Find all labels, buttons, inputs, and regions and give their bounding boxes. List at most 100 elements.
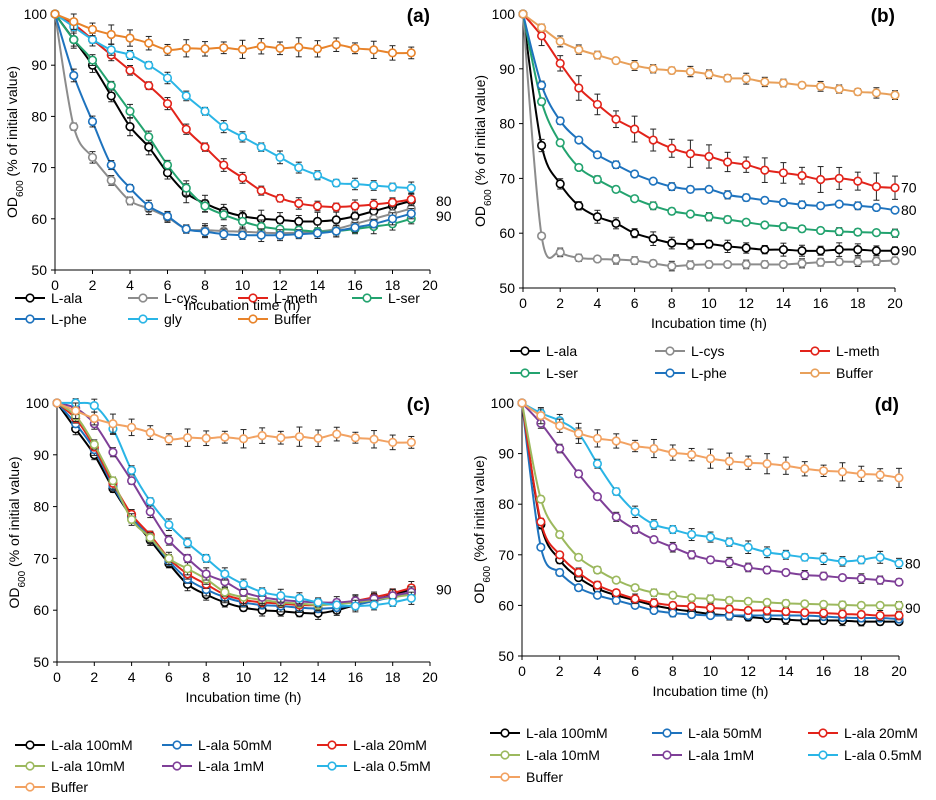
- legend-swatch-marker: [172, 740, 182, 750]
- data-point: [536, 23, 547, 33]
- legend-item: L-cys: [128, 290, 197, 306]
- data-point: [668, 590, 678, 600]
- series-l-ala-10mm: [517, 398, 904, 611]
- data-point: [762, 605, 772, 616]
- legend-label: L-ala 0.5mM: [353, 758, 431, 774]
- data-point: [592, 254, 603, 264]
- y-tick-label: 90: [33, 447, 49, 463]
- data-point: [629, 194, 640, 204]
- y-tick-label: 50: [498, 648, 514, 664]
- data-point: [722, 241, 733, 251]
- legend-swatch-marker: [138, 314, 148, 324]
- data-point: [144, 132, 154, 142]
- legend-label: L-ala 10mM: [526, 747, 600, 763]
- data-point: [332, 600, 342, 610]
- data-point: [219, 210, 229, 220]
- data-point: [387, 197, 398, 208]
- data-point: [890, 90, 900, 100]
- annotation-label: 80: [436, 193, 452, 209]
- data-point: [871, 246, 882, 256]
- x-tick-label: 14: [310, 277, 326, 293]
- x-tick-label: 20: [422, 669, 438, 685]
- data-point: [332, 429, 342, 439]
- data-point: [611, 595, 621, 605]
- series-l-phe: [518, 9, 900, 215]
- data-point: [406, 183, 416, 193]
- data-point: [388, 597, 398, 608]
- data-point: [387, 48, 398, 58]
- data-point: [50, 9, 60, 19]
- data-point: [127, 422, 137, 432]
- x-tick-label: 0: [518, 663, 526, 679]
- data-point: [815, 201, 826, 211]
- data-point: [856, 573, 866, 584]
- legend-swatch-marker: [25, 782, 35, 792]
- annotation-label: 90: [436, 208, 452, 224]
- legend-swatch-marker: [520, 368, 530, 378]
- y-tick-label: 70: [31, 160, 47, 176]
- legend-label: L-meth: [836, 343, 880, 359]
- data-point: [704, 259, 714, 270]
- x-tick-label: 18: [385, 277, 401, 293]
- y-tick-label: 70: [498, 547, 514, 563]
- x-tick-label: 18: [854, 663, 870, 679]
- data-point: [611, 55, 621, 66]
- data-point: [555, 550, 565, 560]
- data-point: [145, 507, 155, 517]
- data-point: [890, 183, 900, 193]
- x-tick-label: 16: [347, 277, 363, 293]
- data-point: [722, 157, 733, 167]
- legend-item: L-ala 10mM: [15, 758, 125, 774]
- data-point: [536, 80, 547, 90]
- data-point: [704, 184, 714, 194]
- y-axis-label: OD600 (%of initial value): [471, 455, 493, 603]
- data-point: [555, 247, 565, 257]
- data-point: [87, 24, 98, 34]
- data-point: [108, 476, 118, 486]
- data-point: [406, 437, 416, 447]
- y-tick-label: 60: [33, 602, 49, 618]
- data-point: [685, 209, 696, 219]
- legend-label: L-phe: [51, 311, 87, 327]
- data-point: [106, 160, 116, 170]
- data-point: [406, 48, 416, 58]
- x-tick-label: 0: [51, 277, 59, 293]
- data-point: [256, 41, 266, 51]
- legend-swatch-marker: [520, 346, 530, 356]
- data-point: [87, 55, 98, 65]
- data-point: [815, 257, 826, 267]
- data-point: [724, 537, 734, 547]
- data-point: [760, 220, 770, 230]
- data-point: [331, 226, 341, 236]
- data-point: [687, 601, 697, 612]
- data-point: [778, 245, 789, 255]
- data-point: [630, 524, 640, 535]
- data-point: [818, 554, 829, 564]
- data-point: [722, 73, 733, 83]
- data-point: [834, 173, 844, 183]
- data-point: [778, 197, 789, 208]
- legend-label: L-ala 0.5mM: [844, 747, 922, 763]
- data-point: [834, 226, 844, 237]
- data-point: [69, 70, 79, 81]
- y-tick-label: 50: [499, 280, 515, 296]
- legend-swatch-marker: [327, 761, 337, 771]
- legend-label: gly: [164, 311, 182, 327]
- x-tick-label: 10: [235, 277, 251, 293]
- data-point: [276, 591, 286, 601]
- data-point: [312, 216, 323, 226]
- data-point: [555, 138, 565, 148]
- legend-item: L-phe: [15, 311, 87, 327]
- x-axis-label: Incubation time (h): [653, 683, 769, 699]
- legend-swatch-marker: [248, 314, 258, 324]
- x-tick-label: 2: [556, 295, 564, 311]
- data-point: [219, 229, 229, 239]
- data-point: [649, 519, 659, 530]
- data-point: [200, 201, 210, 211]
- legend-swatch-marker: [25, 314, 35, 324]
- data-point: [555, 529, 565, 540]
- series-l-ala-0.5mm: [52, 398, 416, 613]
- data-point: [890, 246, 900, 256]
- legend-item: Buffer: [800, 365, 873, 381]
